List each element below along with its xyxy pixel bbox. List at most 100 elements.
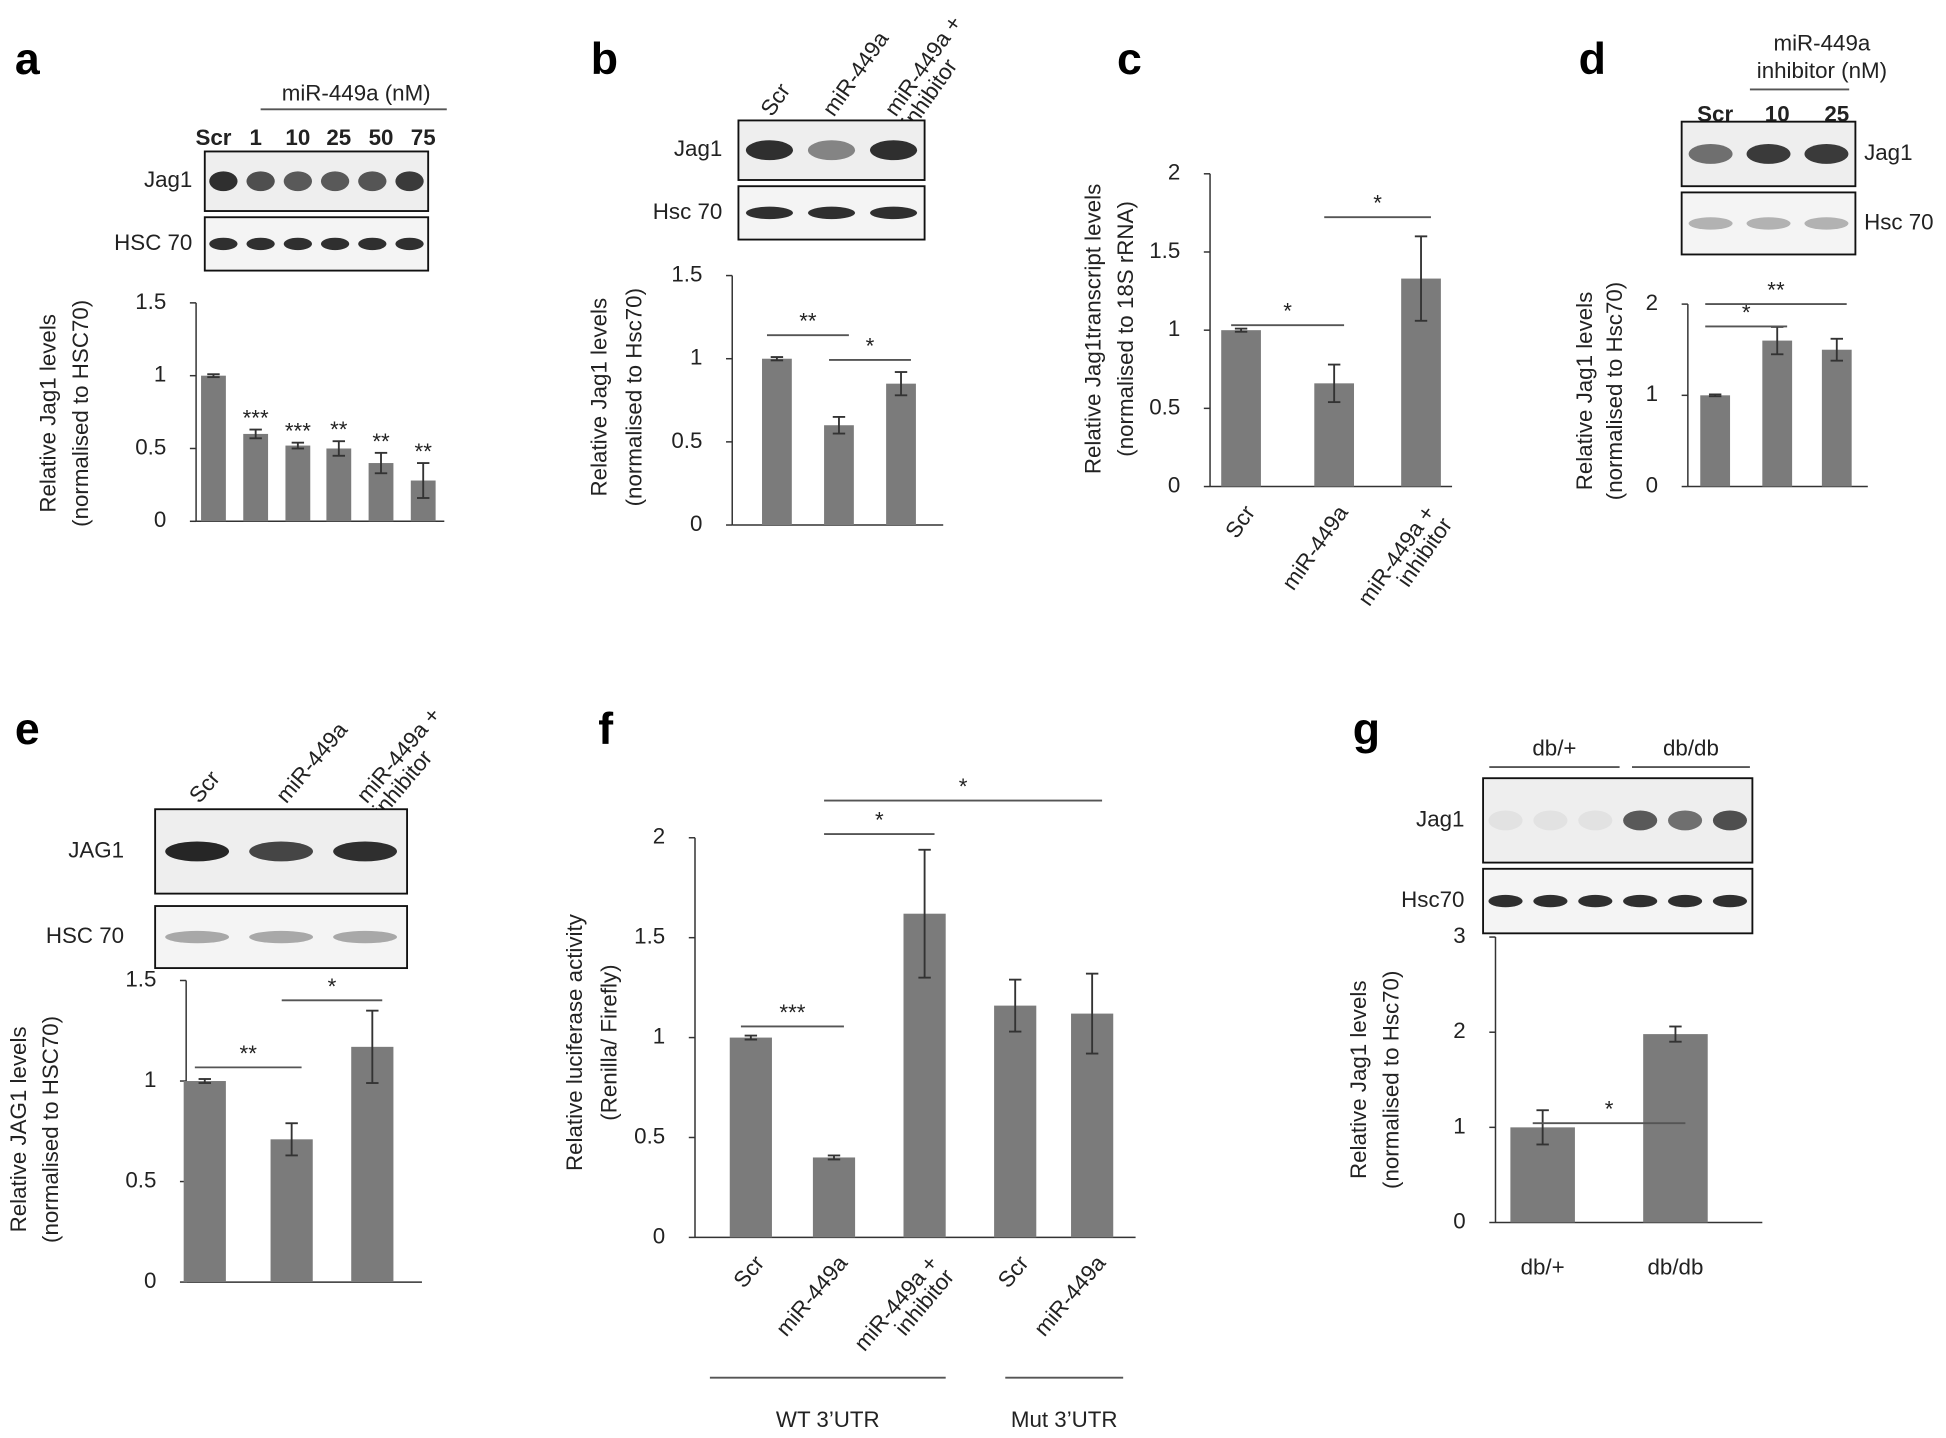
y-axis-label: Relative Jag1 levels	[1346, 980, 1371, 1179]
blot-band	[869, 140, 918, 161]
category-label: 1	[249, 125, 261, 150]
blot-header: miR-449a	[1773, 31, 1870, 56]
significance: *	[866, 333, 875, 358]
y-tick-label: 1	[653, 1023, 665, 1048]
y-tick-label: 0.5	[671, 428, 702, 453]
blot-band	[1488, 810, 1523, 831]
significance: **	[1767, 278, 1785, 303]
blot-band	[1533, 810, 1568, 831]
significance: ***	[243, 406, 269, 431]
blot-band	[1746, 217, 1791, 230]
y-tick-label: 0	[690, 511, 702, 536]
category-label: miR-449a	[1029, 1250, 1111, 1341]
category-label: db/+	[1521, 1254, 1565, 1279]
blot-row-label: Hsc 70	[1864, 209, 1934, 234]
y-axis-label: (normalised to HSC70)	[68, 300, 93, 527]
category-label: 50	[369, 125, 394, 150]
panel-letter: d	[1579, 35, 1606, 84]
panel-letter: e	[15, 705, 40, 754]
blot-band	[807, 140, 856, 161]
blot-band	[320, 237, 350, 251]
y-axis-label: (Renilla/ Firefly)	[597, 964, 622, 1120]
blot-band	[395, 237, 424, 251]
category-label: miR-449a	[1277, 500, 1353, 594]
blot-band	[1578, 894, 1613, 908]
blot-band	[246, 237, 275, 251]
blot-row-label: Hsc 70	[653, 199, 723, 224]
y-tick-label: 0	[1646, 472, 1658, 497]
blot-band	[1668, 894, 1703, 908]
blot-band	[1712, 894, 1748, 908]
blot-band	[333, 841, 397, 862]
y-tick-label: 2	[1453, 1018, 1465, 1043]
y-tick-label: 1	[1168, 316, 1180, 341]
blot-band	[1578, 810, 1613, 831]
category-label: 10	[285, 125, 310, 150]
y-axis-label: Relative Jag1 levels	[1572, 292, 1597, 491]
panel-letter: f	[598, 705, 613, 754]
bar	[201, 375, 226, 522]
blot-band	[1804, 144, 1849, 164]
bar	[1762, 340, 1793, 487]
panel-letter: g	[1353, 705, 1380, 754]
blot-band	[165, 930, 230, 944]
bar	[1821, 349, 1852, 487]
blot-band	[1488, 894, 1523, 908]
panel-letter: b	[591, 35, 618, 84]
significance: *	[1605, 1097, 1614, 1122]
blot-frame	[203, 216, 430, 272]
group-label: db/db	[1663, 736, 1719, 761]
category-label: Scr	[1220, 500, 1260, 542]
y-tick-label: 2	[653, 824, 665, 849]
blot-band	[1668, 810, 1703, 831]
blot-band	[249, 930, 314, 944]
y-tick-label: 1.5	[1149, 238, 1180, 263]
blot-row-label: Jag1	[674, 136, 722, 161]
bar	[285, 445, 311, 522]
y-tick-label: 1.5	[671, 261, 702, 286]
category-label: Scr	[195, 125, 231, 150]
bar	[1700, 395, 1731, 487]
y-tick-label: 3	[1453, 923, 1465, 948]
blot-band	[209, 171, 238, 192]
y-axis-label: (normalised to Hsc70)	[1378, 971, 1403, 1189]
bar	[1221, 330, 1261, 487]
y-tick-label: 0	[144, 1268, 156, 1293]
group-label: Mut 3’UTR	[1011, 1407, 1118, 1432]
y-tick-label: 0	[1453, 1208, 1465, 1233]
blot-band	[283, 171, 313, 192]
blot-band	[745, 140, 794, 161]
blot-band	[358, 171, 387, 192]
panel-letter: c	[1117, 35, 1142, 84]
blot-frame	[1680, 191, 1857, 256]
y-tick-label: 0	[1168, 472, 1180, 497]
y-tick-label: 0	[653, 1223, 665, 1248]
y-tick-label: 1.5	[135, 289, 166, 314]
y-tick-label: 0.5	[135, 434, 166, 459]
blot-band	[395, 171, 424, 192]
bar	[243, 433, 269, 522]
y-axis-label: Relative Jag1 levels	[36, 314, 61, 513]
blot-band	[1623, 810, 1658, 831]
blot-row-label: Hsc70	[1401, 887, 1464, 912]
blot-band	[1746, 144, 1791, 164]
category-label: Scr	[993, 1250, 1034, 1292]
significance: **	[372, 429, 390, 454]
blot-band	[209, 237, 238, 251]
blot-band	[320, 171, 350, 192]
blot-row-label: Jag1	[1864, 140, 1912, 165]
y-tick-label: 1	[1453, 1113, 1465, 1138]
significance: ***	[779, 1000, 805, 1025]
blot-band	[1533, 894, 1568, 908]
significance: **	[799, 309, 817, 334]
category-label: miR-449a	[771, 1250, 853, 1341]
y-tick-label: 1.5	[634, 924, 665, 949]
blot-band	[1688, 217, 1733, 230]
blot-band	[1688, 144, 1733, 164]
bar	[1643, 1034, 1708, 1223]
y-tick-label: 1	[690, 345, 702, 370]
y-axis-label: (normalised to 18S rRNA)	[1113, 201, 1138, 457]
group-label: db/+	[1532, 736, 1576, 761]
y-axis-label: Relative luciferase activity	[562, 913, 587, 1171]
